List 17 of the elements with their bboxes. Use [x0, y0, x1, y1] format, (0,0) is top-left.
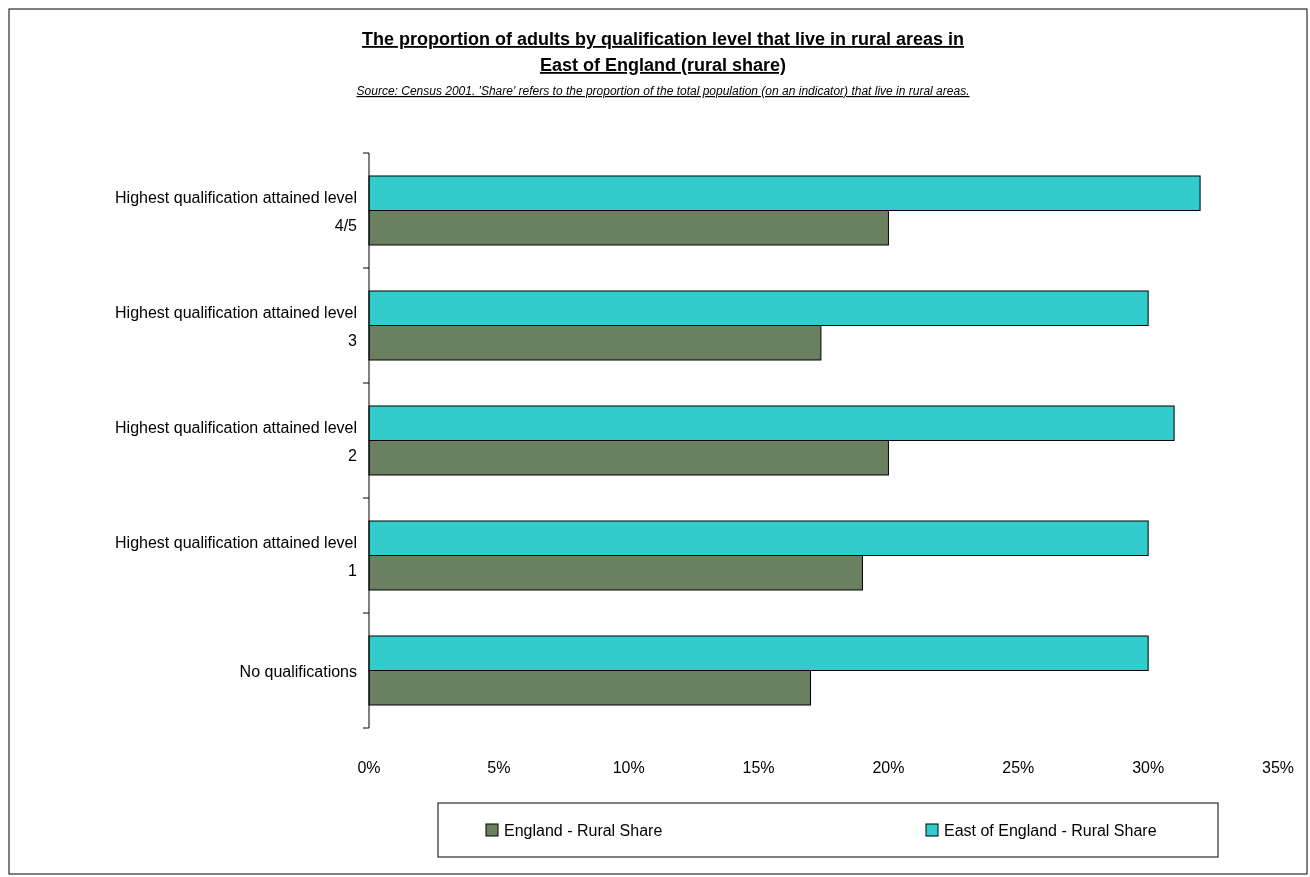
- y-tick-label: Highest qualification attained level 4/5: [115, 188, 358, 234]
- chart-title: The proportion of adults by qualification level that live in rural areas in East of England (rural share): [361, 29, 965, 75]
- y-tick-label: Highest qualification attained level 1: [115, 533, 358, 579]
- y-tick-label: Highest qualification attained level 2: [115, 418, 358, 464]
- x-tick-label: 25%: [1002, 759, 1035, 776]
- x-tick-label: 10%: [612, 759, 645, 776]
- legend-label: East of England - Rural Share: [944, 822, 1157, 839]
- x-tick-label: 35%: [1261, 759, 1295, 776]
- y-tick-label: Highest qualification attained level 3: [115, 303, 358, 349]
- x-tick-label: 20%: [872, 759, 905, 776]
- x-tick-label: 0%: [357, 759, 381, 776]
- legend-label: England - Rural Share: [504, 822, 663, 839]
- source-note: Source: Census 2001. 'Share' refers to the proportion of the total population (on an indicator) that live in rural areas.: [356, 84, 970, 98]
- x-tick-label: 30%: [1132, 759, 1165, 776]
- x-tick-label: 5%: [487, 759, 511, 776]
- y-tick-label: No qualifications: [239, 662, 357, 680]
- x-tick-label: 15%: [742, 759, 775, 776]
